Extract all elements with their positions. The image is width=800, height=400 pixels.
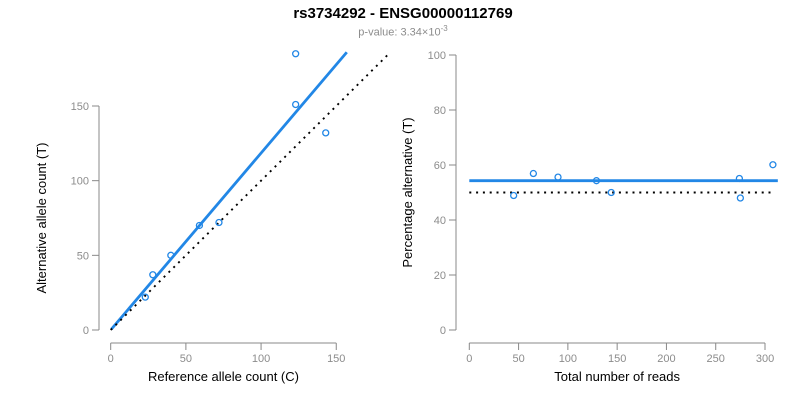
x-tick-label: 50 <box>512 353 524 365</box>
chart-title: rs3734292 - ENSG00000112769 <box>293 5 513 22</box>
data-point <box>592 177 601 185</box>
x-tick-label: 50 <box>180 353 192 365</box>
y-tick-label: 20 <box>434 270 446 282</box>
y-tick-label: 100 <box>71 176 89 188</box>
y-tick-label: 60 <box>434 160 446 172</box>
chart-subtitle: p-value: 3.34×10-3 <box>0 24 800 39</box>
data-point <box>529 169 538 178</box>
data-point <box>292 50 300 58</box>
y-axis-title: Percentage alternative (T) <box>400 117 415 267</box>
data-point <box>554 173 562 181</box>
data-point <box>215 218 223 227</box>
x-tick-label: 250 <box>707 353 725 365</box>
x-tick-label: 100 <box>559 353 577 365</box>
x-tick-label: 100 <box>252 353 270 365</box>
x-axis-title: Total number of reads <box>554 369 680 384</box>
regression-line <box>110 51 348 331</box>
data-point <box>167 251 175 259</box>
y-tick-label: 50 <box>77 250 89 262</box>
data-point <box>141 293 149 301</box>
y-tick-label: 40 <box>434 215 446 227</box>
pvalue-exponent: -3 <box>440 24 448 33</box>
x-tick-label: 200 <box>657 353 675 365</box>
x-tick-label: 0 <box>466 353 472 365</box>
y-tick-label: 150 <box>71 101 89 113</box>
y-tick-label: 0 <box>440 325 446 337</box>
y-tick-label: 0 <box>83 325 89 337</box>
data-point <box>322 129 330 137</box>
x-tick-label: 0 <box>108 353 114 365</box>
data-point <box>607 188 615 197</box>
y-tick-label: 80 <box>434 105 446 117</box>
x-axis-title: Reference allele count (C) <box>148 369 299 384</box>
data-point <box>735 174 744 183</box>
left-scatter-panel: 0 50 100 150 0 50 100 150 Reference allele count… <box>34 50 389 384</box>
x-tick-label: 150 <box>327 353 345 365</box>
data-point <box>292 100 300 109</box>
pvalue-text: p-value: 3.34×10 <box>358 26 441 39</box>
identity-line <box>110 54 389 331</box>
x-tick-label: 150 <box>608 353 626 365</box>
x-tick-label: 300 <box>756 353 774 365</box>
y-axis-title: Alternative allele count (T) <box>34 142 49 293</box>
data-point <box>736 194 745 202</box>
data-point <box>769 161 777 169</box>
data-point <box>510 191 518 200</box>
data-point <box>195 221 204 230</box>
right-scatter-panel: 0 20 40 60 80 100 0 50 100 150 200 250 300 Total numb… <box>400 50 778 384</box>
data-point <box>149 271 157 279</box>
y-tick-label: 100 <box>428 50 446 62</box>
